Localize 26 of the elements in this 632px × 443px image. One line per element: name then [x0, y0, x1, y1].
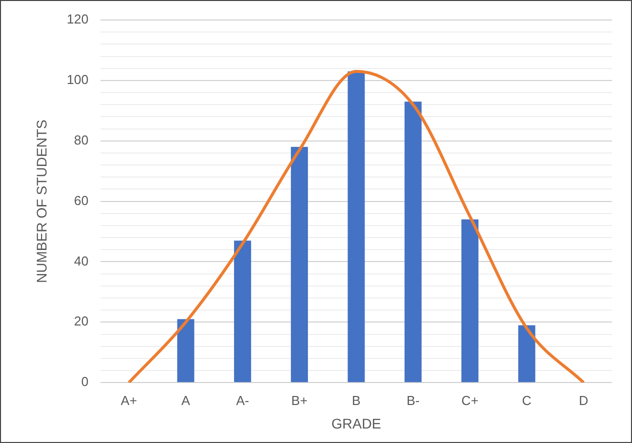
x-tick-label: A+	[120, 392, 138, 408]
y-tick-label: 60	[74, 192, 88, 208]
y-axis-title: NUMBER OF STUDENTS	[33, 120, 50, 283]
bar	[177, 319, 194, 382]
bar	[348, 71, 365, 382]
x-tick-label: C+	[461, 392, 478, 408]
x-tick-label: B-	[406, 392, 420, 408]
bar	[290, 146, 308, 382]
y-tick-label: 100	[66, 72, 88, 88]
bar	[518, 325, 536, 382]
x-tick-label: B	[352, 392, 361, 408]
line-series	[127, 70, 586, 383]
y-tick-label: 120	[66, 12, 88, 27]
bar	[404, 102, 422, 382]
x-tick-label: D	[578, 392, 588, 408]
x-tick-label: C	[522, 392, 532, 408]
x-axis-title: GRADE	[331, 415, 382, 432]
y-tick-label: 20	[74, 314, 88, 329]
bar	[234, 240, 252, 382]
y-tick-label: 80	[74, 132, 88, 148]
x-tick-label: B+	[291, 392, 308, 408]
y-tick-label: 40	[74, 253, 88, 268]
y-tick-label: 0	[81, 374, 88, 390]
x-tick-label: A-	[236, 392, 250, 408]
x-tick-label: A	[181, 392, 190, 408]
bar	[461, 219, 478, 382]
